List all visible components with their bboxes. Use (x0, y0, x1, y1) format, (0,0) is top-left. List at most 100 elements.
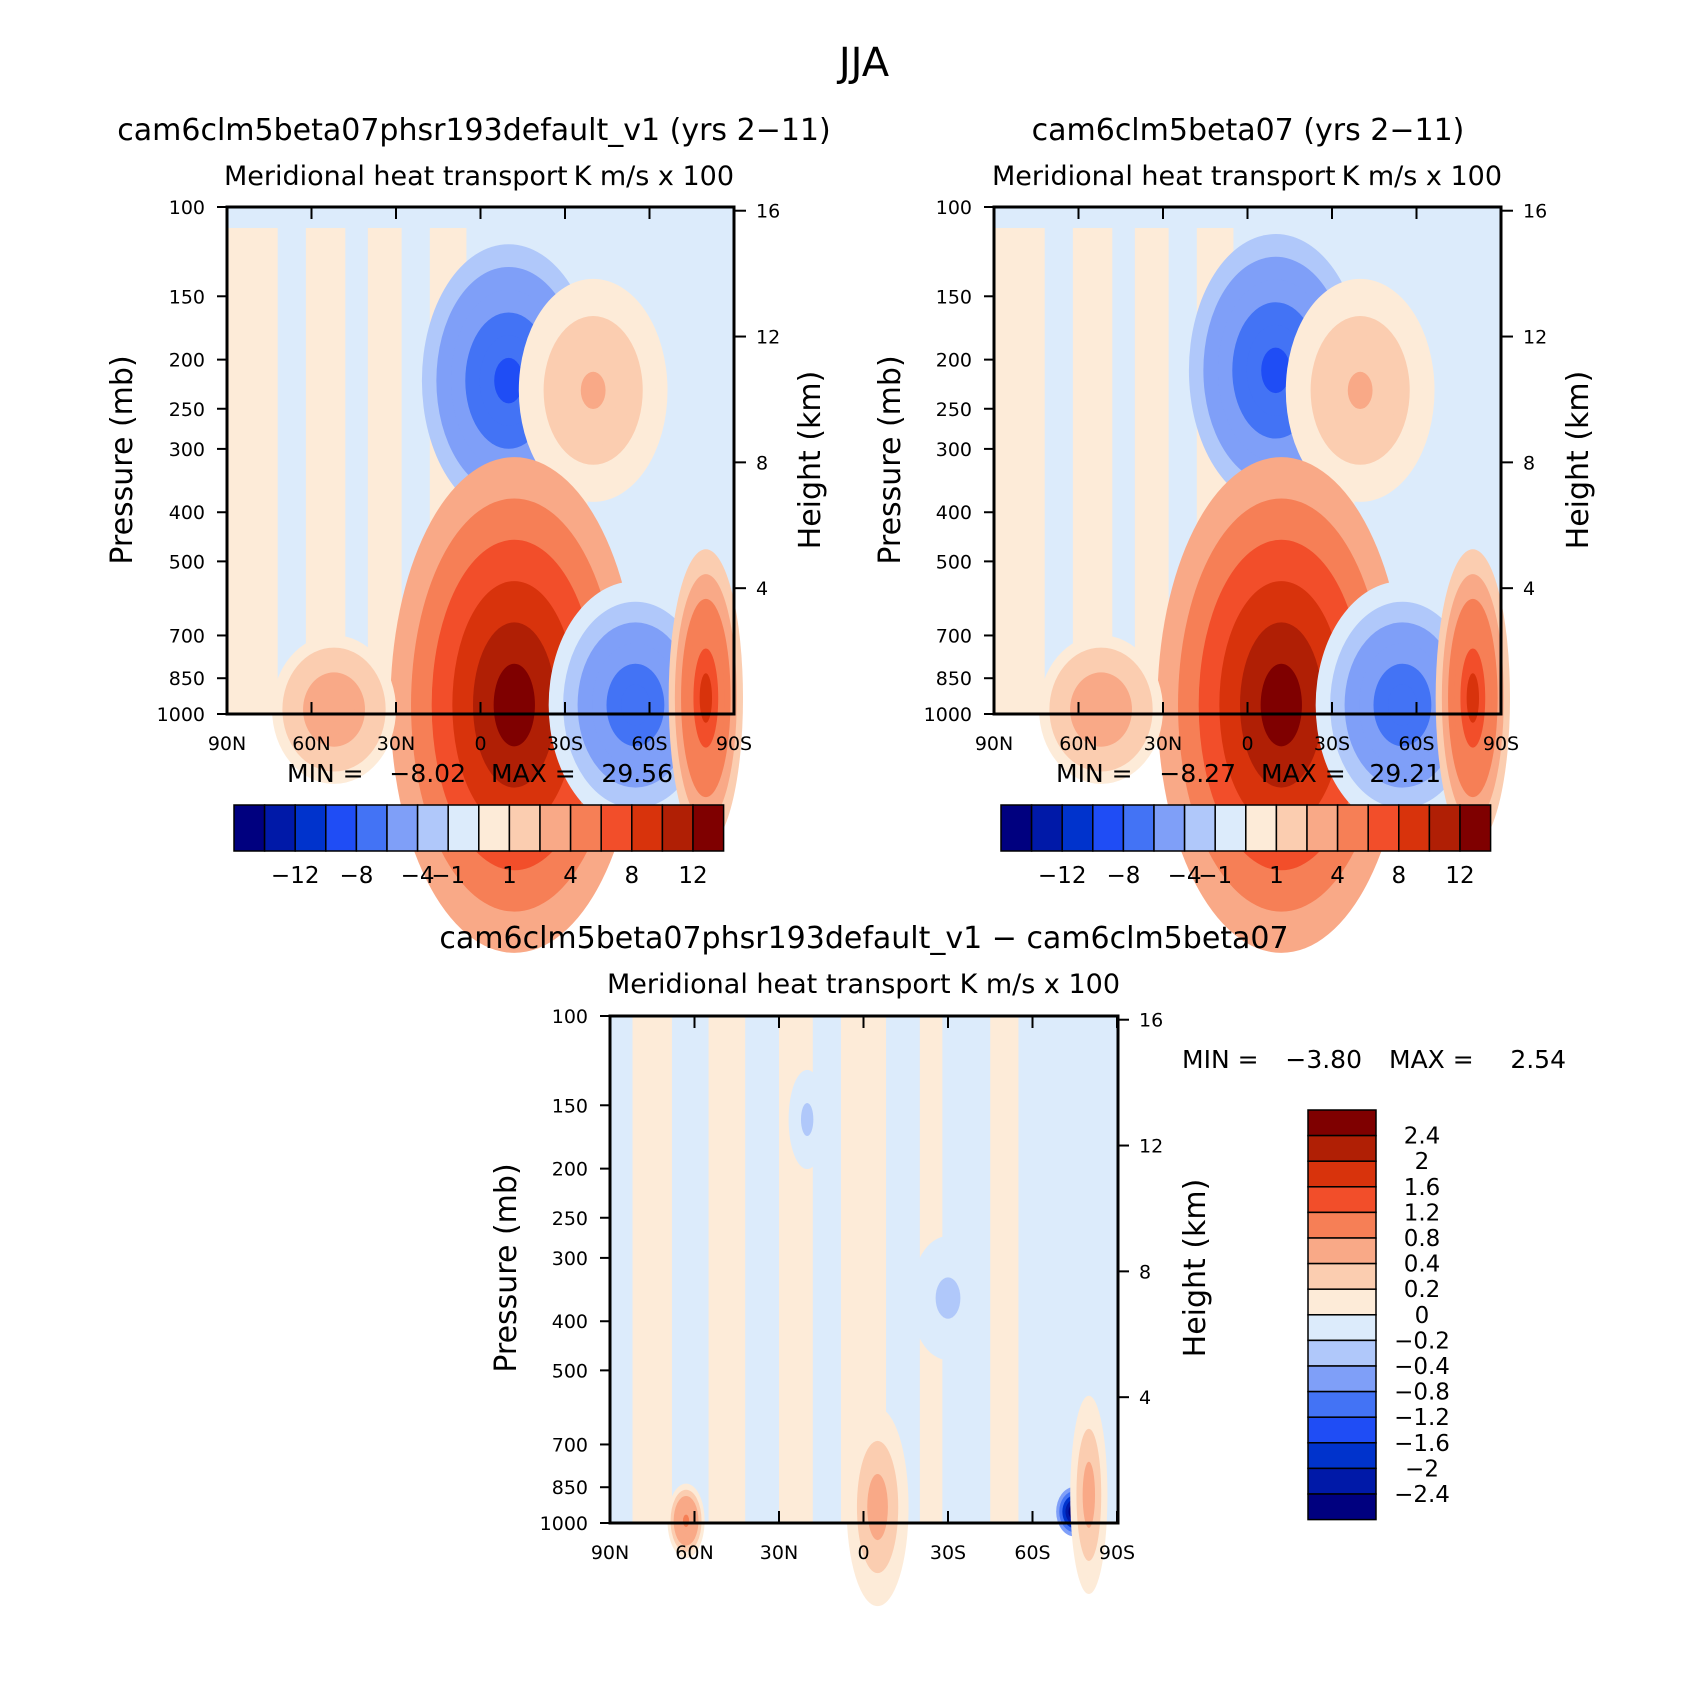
y-tick-label: 300 (169, 439, 205, 461)
colorbar-label: −8 (339, 863, 373, 889)
colorbar-swatch (1398, 804, 1431, 852)
contour-patch (1085, 1478, 1092, 1512)
panel-1-title: cam6clm5beta07phsr193default_v1 (yrs 2−1… (117, 113, 830, 148)
colorbar-label: −2 (1405, 1456, 1439, 1482)
panel-3-colorbar: 2.421.61.20.80.40.20−0.2−0.4−0.8−1.2−1.6… (1307, 1109, 1450, 1521)
contour-patch (682, 1514, 690, 1527)
y-tick-label: 700 (169, 625, 205, 647)
colorbar-label: −1.2 (1394, 1405, 1450, 1431)
y2-tick-label: 16 (1139, 1010, 1163, 1032)
y2-tick-label: 4 (1523, 578, 1535, 600)
panel-2-max-label: MAX = (1261, 759, 1346, 788)
y2-tick-label: 8 (1523, 452, 1535, 474)
x-tick-label: 0 (1241, 733, 1253, 755)
colorbar-swatch (661, 804, 694, 852)
x-tick-label: 0 (474, 733, 486, 755)
colorbar-label: 8 (624, 863, 639, 889)
y-tick-label: 1000 (540, 1513, 588, 1535)
colorbar-label: 1 (1269, 863, 1284, 889)
colorbar-label: −0.2 (1394, 1328, 1450, 1354)
panel-2-title: cam6clm5beta07 (yrs 2−11) (1032, 113, 1465, 148)
panel-1-subtitle-left: Meridional heat transport (224, 161, 568, 192)
y-tick-label: 1000 (157, 704, 205, 726)
colorbar-swatch (631, 804, 664, 852)
panel-2-subtitle-left: Meridional heat transport (992, 161, 1336, 192)
x-tick-label: 60N (675, 1542, 713, 1564)
panel-1-y2label: Height (km) (793, 371, 828, 550)
x-tick-label: 60S (1014, 1542, 1050, 1564)
panel-1-axes: 90N 60N 30N 0 30S 60S 90S 100 150 200 250 300 400 500… (157, 197, 781, 755)
colorbar-swatch (1307, 1186, 1377, 1214)
colorbar-swatch (1307, 1416, 1377, 1444)
colorbar-label: 0 (1415, 1303, 1430, 1329)
y-tick-label: 250 (936, 399, 972, 421)
colorbar-label: −0.8 (1394, 1380, 1450, 1406)
colorbar-label: −2.4 (1394, 1482, 1450, 1508)
contour-patch (872, 1490, 883, 1524)
y-tick-label: 300 (552, 1248, 588, 1270)
colorbar-label: −1 (431, 863, 465, 889)
colorbar-label: −4 (1168, 863, 1202, 889)
colorbar-swatch (1307, 1262, 1377, 1290)
x-tick-label: 60N (292, 733, 330, 755)
y-tick-label: 200 (552, 1159, 588, 1181)
y2-tick-label: 16 (1523, 201, 1547, 223)
colorbar-swatch (1307, 1288, 1377, 1316)
colorbar-swatch (447, 804, 480, 852)
y-tick-label: 850 (552, 1477, 588, 1499)
contour-band (1072, 227, 1113, 714)
colorbar-label: 2.4 (1404, 1124, 1441, 1150)
y-tick-label: 100 (936, 197, 972, 219)
panel-1-max-label: MAX = (491, 759, 576, 788)
colorbar-label: −12 (1038, 863, 1087, 889)
x-tick-label: 30N (377, 733, 415, 755)
colorbar-swatch (1307, 1339, 1377, 1367)
contour-patch (1261, 347, 1291, 394)
x-tick-label: 90N (591, 1542, 629, 1564)
colorbar-swatch (1061, 804, 1094, 852)
contour-band (632, 1016, 672, 1523)
panel-2: cam6clm5beta07 (yrs 2−11) Meridional hea… (873, 113, 1596, 953)
colorbar-label: 2 (1415, 1149, 1430, 1175)
colorbar-swatch (355, 804, 388, 852)
panel-1-colorbar: −12 −8 −4−1 1 4 8 12 (233, 804, 725, 889)
y2-tick-label: 4 (756, 578, 768, 600)
colorbar-swatch (692, 804, 725, 852)
panel-3-axes: 90N 60N 30N 0 30S 60S 90S 100 150 200 250 300 400 500… (540, 1006, 1164, 1564)
panel-3-ylabel: Pressure (mb) (489, 1163, 524, 1372)
contour-patch (804, 1111, 811, 1128)
y-tick-label: 300 (936, 439, 972, 461)
panel-1-subtitle-right: K m/s x 100 (574, 161, 734, 192)
y-tick-label: 100 (169, 197, 205, 219)
contour-patch (493, 663, 535, 747)
colorbar-swatch (1307, 1442, 1377, 1470)
colorbar-swatch (1367, 804, 1400, 852)
colorbar-swatch (1307, 1109, 1377, 1137)
panel-2-y2label: Height (km) (1561, 371, 1596, 550)
y2-tick-label: 8 (1139, 1261, 1151, 1283)
panel-1-min-label: MIN = (287, 759, 364, 788)
colorbar-label: 0.4 (1404, 1252, 1441, 1278)
colorbar-swatch (1183, 804, 1216, 852)
colorbar-label: 1.6 (1404, 1175, 1441, 1201)
colorbar-label: −0.4 (1394, 1354, 1450, 1380)
colorbar-swatch (1306, 804, 1339, 852)
contour-band (994, 227, 1045, 714)
colorbar-swatch (1307, 1365, 1377, 1393)
panel-3-plot: 90N 60N 30N 0 30S 60S 90S 100 150 200 250 300 400 500… (540, 1006, 1164, 1607)
contour-band (305, 227, 346, 714)
colorbar-swatch (478, 804, 511, 852)
contour-patch (494, 357, 524, 404)
colorbar-swatch (386, 804, 419, 852)
colorbar-swatch (1030, 804, 1063, 852)
colorbar-swatch (1307, 1211, 1377, 1239)
colorbar-label: 4 (1330, 863, 1345, 889)
x-tick-label: 30N (760, 1542, 798, 1564)
y-tick-label: 700 (936, 625, 972, 647)
panel-2-max-value: 29.21 (1369, 759, 1441, 788)
colorbar-swatch (1307, 1134, 1377, 1162)
colorbar-swatch (1153, 804, 1186, 852)
colorbar-label: 12 (678, 863, 707, 889)
colorbar-label: −1.6 (1394, 1431, 1450, 1457)
